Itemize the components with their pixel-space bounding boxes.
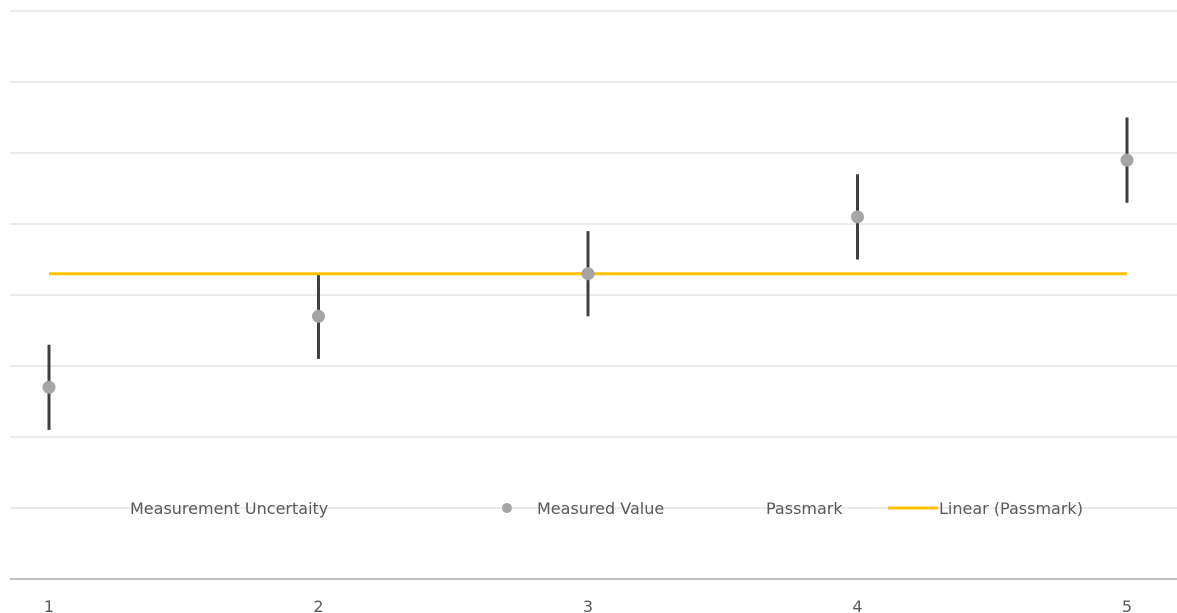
x-tick-label: 4 (852, 597, 862, 613)
legend-label-passmark: Passmark (766, 499, 843, 518)
data-point (42, 380, 56, 394)
legend-label-measured-value: Measured Value (537, 499, 664, 518)
legend-label-linear-passmark: Linear (Passmark) (939, 499, 1083, 518)
data-point (581, 267, 595, 281)
legend: Measurement Uncertaity Measured Value Pa… (130, 499, 1083, 518)
data-points (42, 153, 1134, 394)
x-tick-label: 2 (313, 597, 323, 613)
data-point (851, 210, 864, 224)
x-tick-label: 5 (1122, 597, 1132, 613)
x-tick-labels: 1 2 3 4 5 (44, 597, 1132, 613)
x-tick-label: 1 (44, 597, 54, 613)
legend-label-measurement-uncertaity: Measurement Uncertaity (130, 499, 328, 518)
gridlines (10, 10, 1177, 509)
legend-marker-measured-value (502, 503, 512, 513)
x-tick-label: 3 (583, 597, 593, 613)
data-point (312, 309, 325, 323)
data-point (1120, 153, 1134, 167)
